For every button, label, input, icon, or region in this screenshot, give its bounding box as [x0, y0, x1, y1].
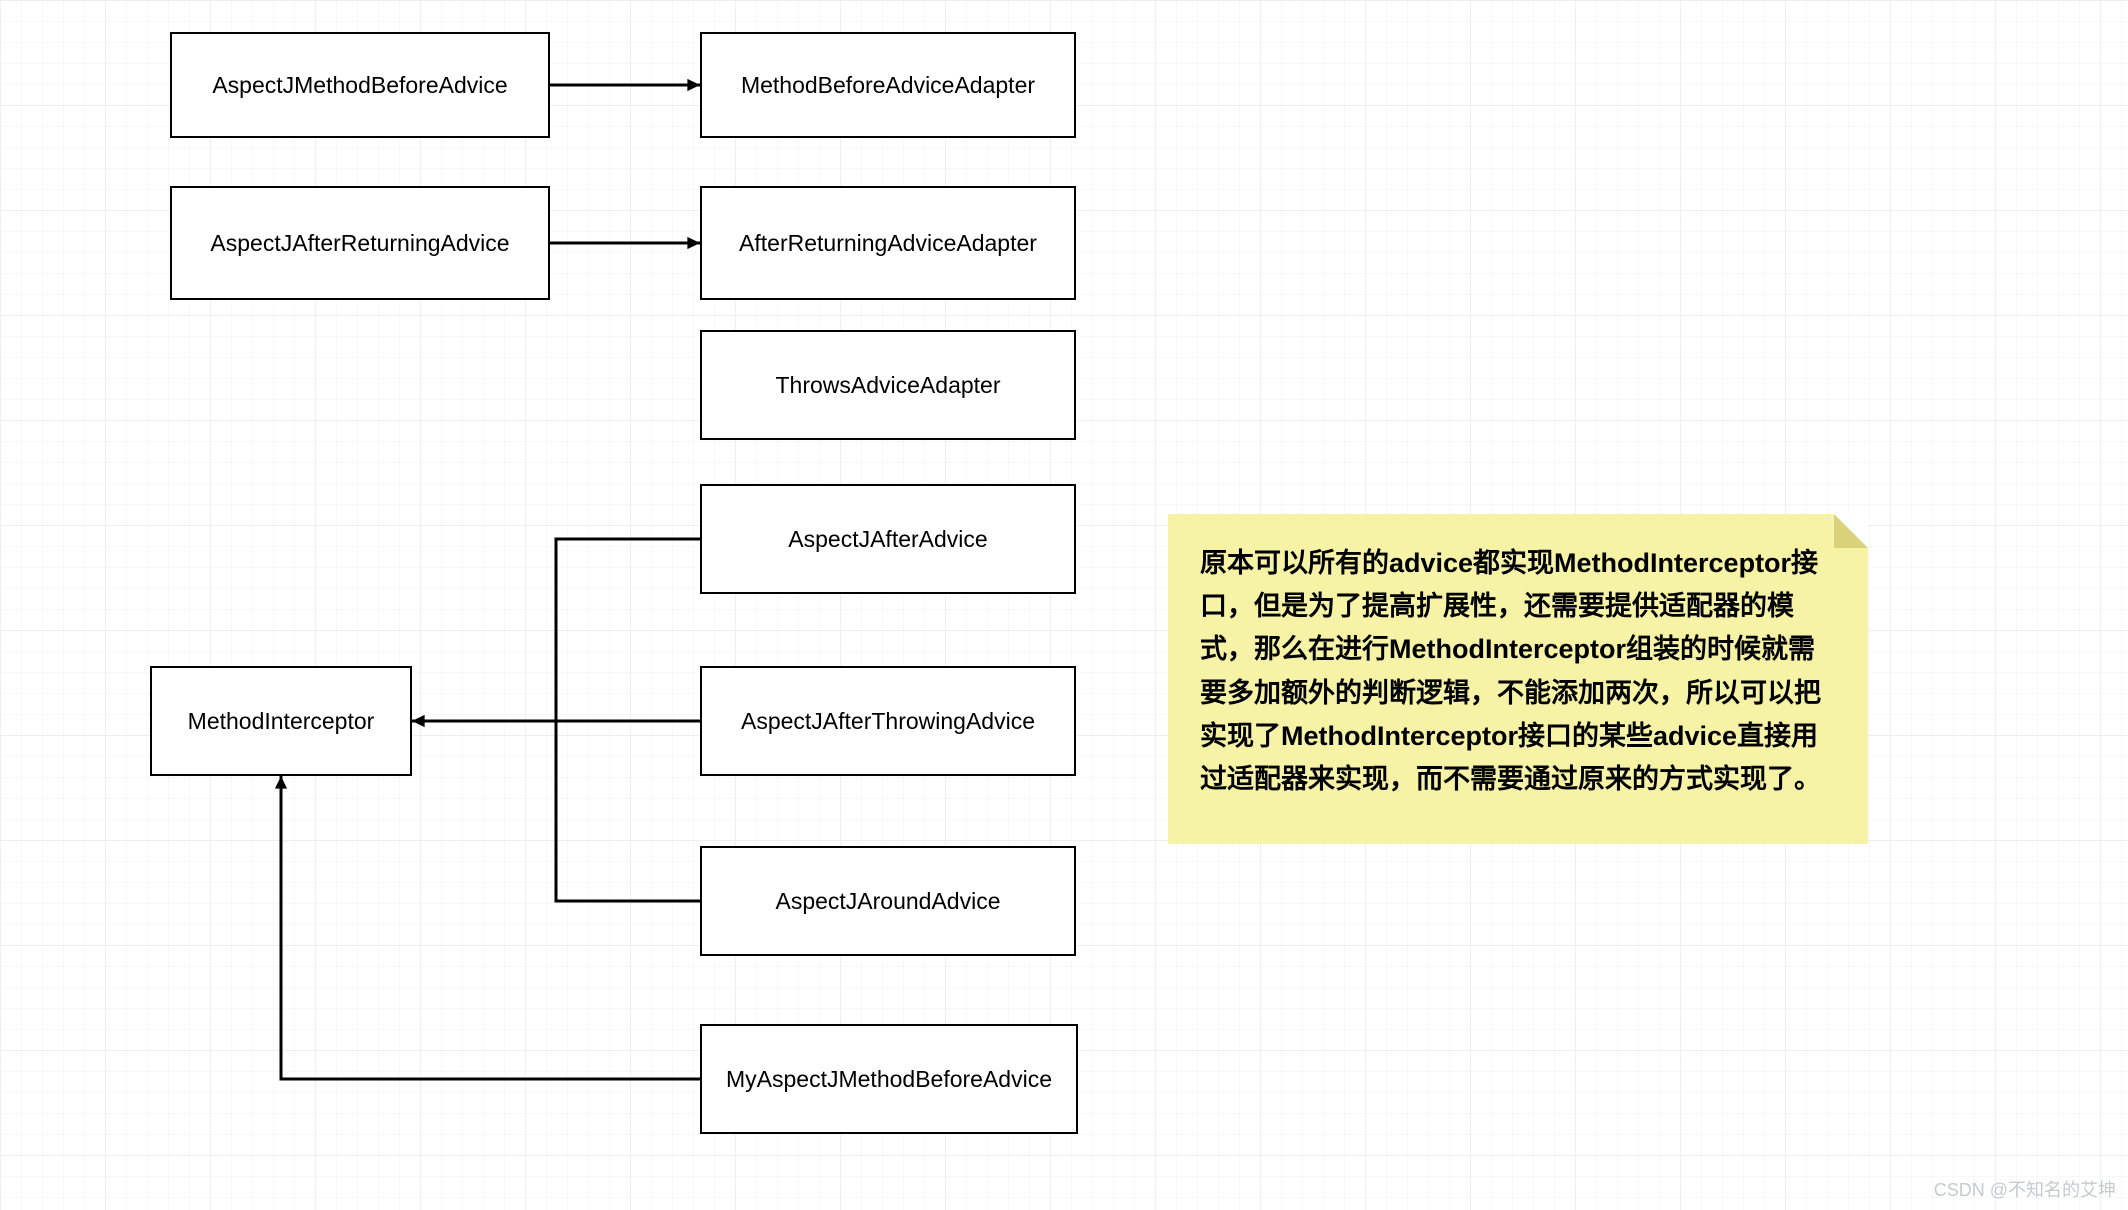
- node-label: AspectJMethodBeforeAdvice: [212, 72, 507, 99]
- node-n9: AspectJAroundAdvice: [700, 846, 1076, 956]
- node-n10: MyAspectJMethodBeforeAdvice: [700, 1024, 1078, 1134]
- node-n5: ThrowsAdviceAdapter: [700, 330, 1076, 440]
- watermark: CSDN @不知名的艾坤: [1934, 1176, 2116, 1202]
- node-n7: MethodInterceptor: [150, 666, 412, 776]
- node-n1: AspectJMethodBeforeAdvice: [170, 32, 550, 138]
- annotation-note: 原本可以所有的advice都实现MethodInterceptor接口，但是为了…: [1168, 514, 1868, 844]
- diagram-canvas: 原本可以所有的advice都实现MethodInterceptor接口，但是为了…: [0, 0, 2128, 1210]
- node-label: AspectJAroundAdvice: [775, 888, 1000, 915]
- node-label: ThrowsAdviceAdapter: [776, 372, 1001, 399]
- node-label: AfterReturningAdviceAdapter: [739, 230, 1037, 257]
- node-label: AspectJAfterThrowingAdvice: [741, 708, 1035, 735]
- node-n4: AfterReturningAdviceAdapter: [700, 186, 1076, 300]
- node-label: MethodInterceptor: [188, 708, 375, 735]
- node-label: AspectJAfterAdvice: [788, 526, 987, 553]
- node-n6: AspectJAfterAdvice: [700, 484, 1076, 594]
- note-text: 原本可以所有的advice都实现MethodInterceptor接口，但是为了…: [1200, 548, 1821, 794]
- watermark-text: CSDN @不知名的艾坤: [1934, 1180, 2116, 1200]
- node-n3: AspectJAfterReturningAdvice: [170, 186, 550, 300]
- note-fold-corner: [1834, 514, 1868, 548]
- node-label: AspectJAfterReturningAdvice: [210, 230, 509, 257]
- node-label: MethodBeforeAdviceAdapter: [741, 72, 1035, 99]
- node-label: MyAspectJMethodBeforeAdvice: [726, 1066, 1052, 1093]
- node-n2: MethodBeforeAdviceAdapter: [700, 32, 1076, 138]
- node-n8: AspectJAfterThrowingAdvice: [700, 666, 1076, 776]
